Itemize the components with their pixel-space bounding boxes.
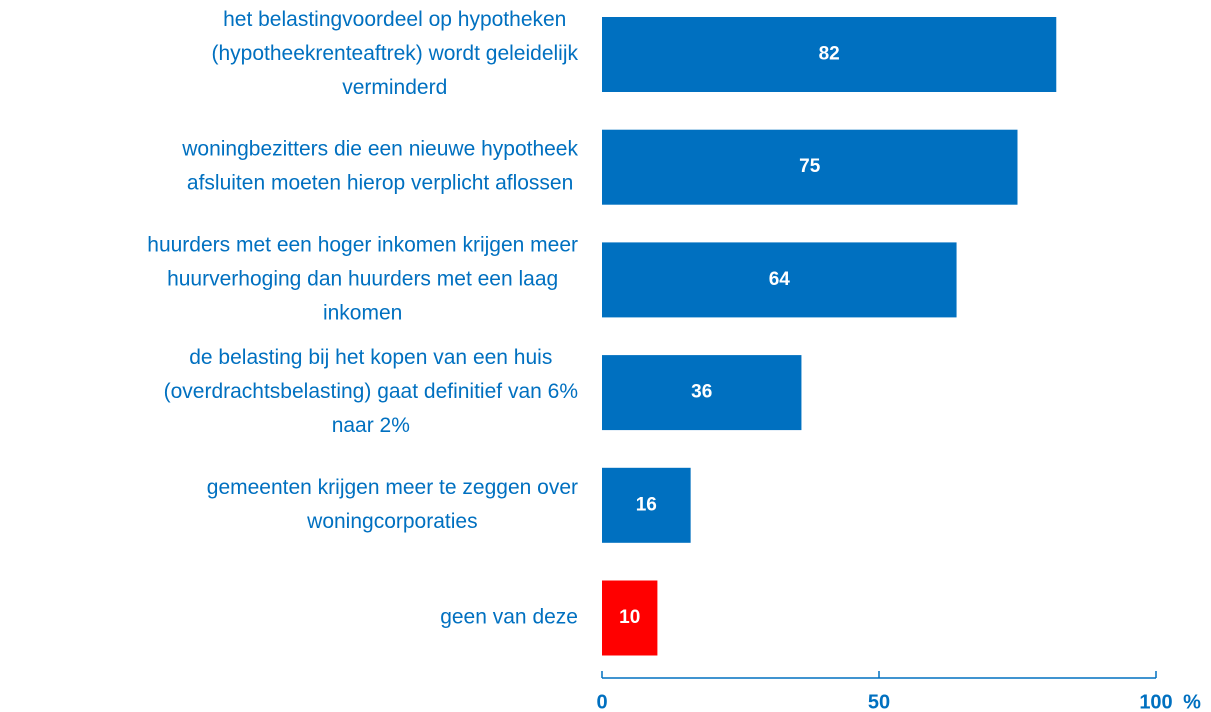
category-label: woningbezitters die een nieuwe hypotheek bbox=[181, 138, 578, 161]
category-label: (overdrachtsbelasting) gaat definitief v… bbox=[164, 380, 578, 403]
bar bbox=[602, 355, 802, 431]
category-label: het belastingvoordeel op hypotheken bbox=[223, 8, 566, 31]
value-label: 75 bbox=[799, 156, 821, 177]
category-label: gemeenten krijgen meer te zeggen over bbox=[207, 476, 578, 499]
category-label: huurders met een hoger inkomen krijgen m… bbox=[147, 233, 578, 256]
bar bbox=[602, 242, 957, 318]
category-label: huurverhoging dan huurders met een laag bbox=[167, 267, 558, 290]
category-label: inkomen bbox=[323, 301, 402, 324]
category-label: (hypotheekrenteaftrek) wordt geleidelijk bbox=[211, 42, 578, 65]
category-label: naar 2% bbox=[332, 414, 410, 437]
value-label: 16 bbox=[636, 494, 657, 515]
category-label: verminderd bbox=[342, 76, 447, 99]
x-tick-label: 100 bbox=[1139, 691, 1172, 712]
x-axis-label: % bbox=[1183, 691, 1201, 712]
category-label: woningcorporaties bbox=[306, 510, 477, 533]
category-label: de belasting bij het kopen van een huis bbox=[189, 346, 552, 369]
bar bbox=[602, 17, 1057, 92]
value-label: 82 bbox=[819, 44, 840, 65]
bar bbox=[602, 129, 1018, 205]
category-label: afsluiten moeten hierop verplicht afloss… bbox=[187, 172, 573, 195]
category-label: geen van deze bbox=[440, 606, 578, 629]
bar bbox=[602, 467, 691, 543]
bar bbox=[602, 580, 658, 656]
value-label: 10 bbox=[619, 607, 640, 628]
value-label: 64 bbox=[769, 269, 791, 290]
value-label: 36 bbox=[691, 382, 712, 403]
x-tick-label: 50 bbox=[868, 691, 890, 712]
x-tick-label: 0 bbox=[596, 691, 607, 712]
